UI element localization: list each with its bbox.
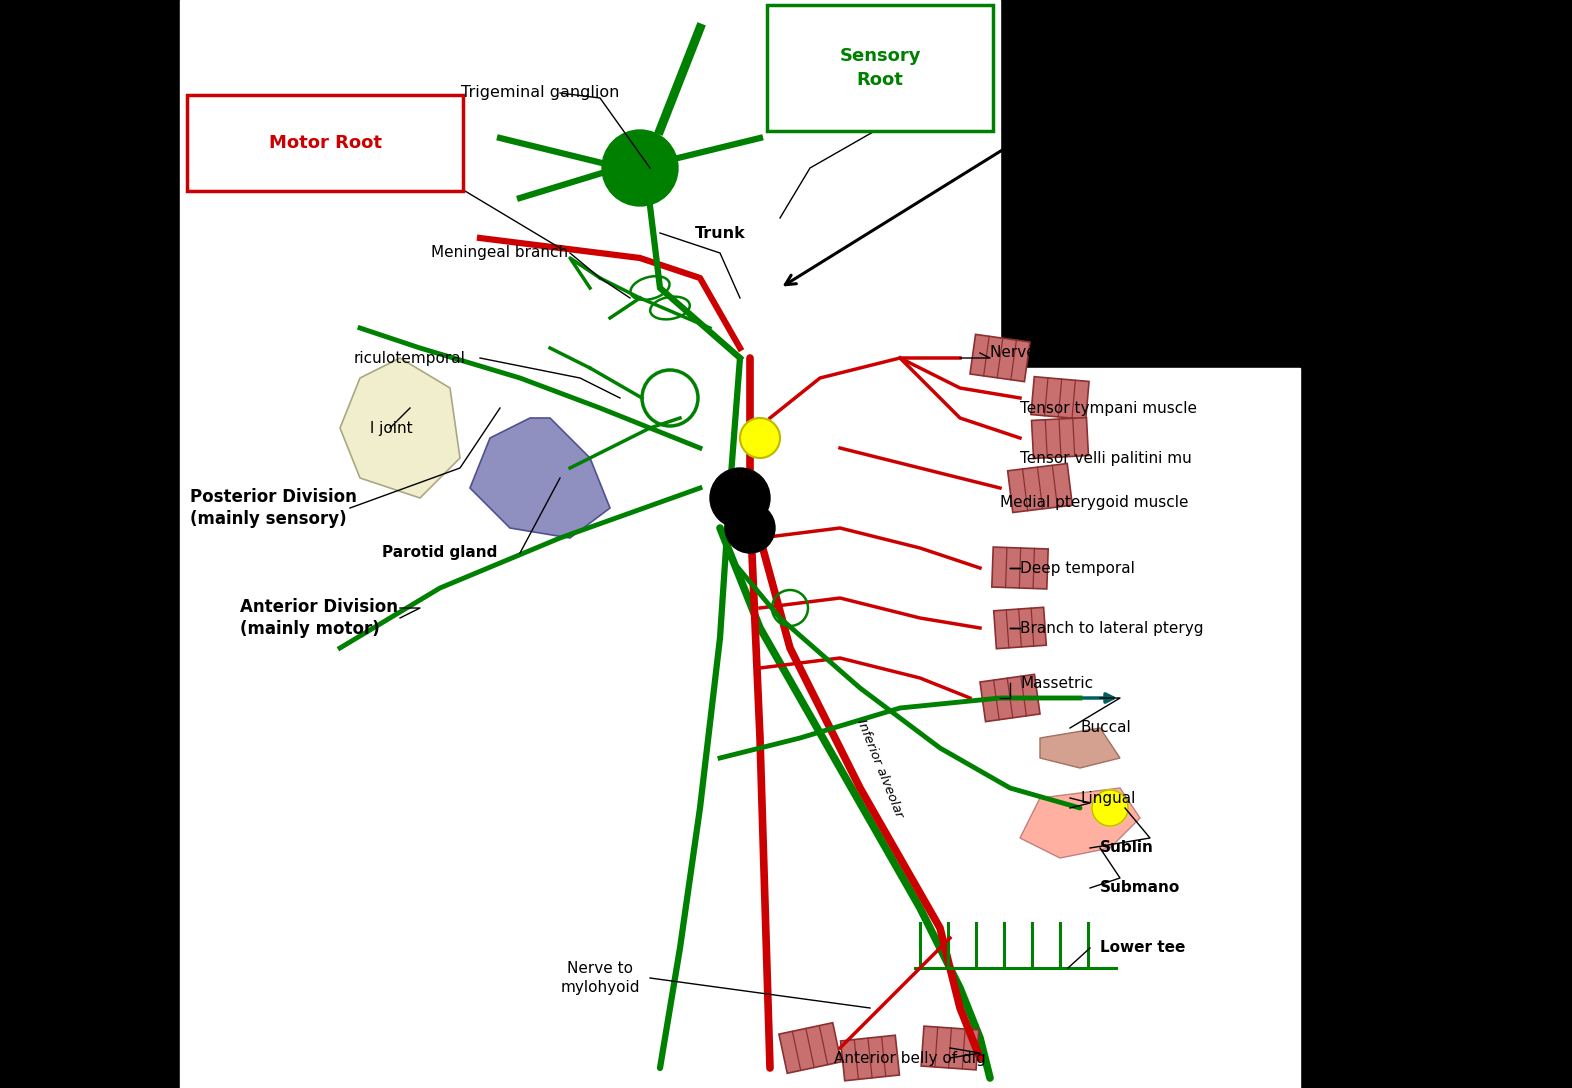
Polygon shape (1031, 376, 1089, 419)
Polygon shape (340, 358, 461, 498)
Text: Submano: Submano (1100, 880, 1181, 895)
Polygon shape (970, 334, 1030, 382)
Text: Massetric: Massetric (1020, 676, 1093, 691)
Polygon shape (470, 418, 610, 537)
Text: l joint: l joint (369, 420, 412, 435)
FancyBboxPatch shape (767, 5, 994, 131)
Text: Lingual: Lingual (1080, 791, 1135, 805)
Polygon shape (979, 675, 1041, 721)
Text: Meningeal branch: Meningeal branch (431, 246, 569, 260)
Circle shape (1093, 790, 1129, 826)
FancyBboxPatch shape (187, 95, 464, 191)
Text: Tensor velli palitini mu: Tensor velli palitini mu (1020, 450, 1192, 466)
Polygon shape (1300, 368, 1572, 1088)
Text: Lower tee: Lower tee (1100, 940, 1185, 955)
Circle shape (711, 468, 770, 528)
Text: Medial pterygoid muscle: Medial pterygoid muscle (1000, 495, 1188, 510)
Text: Buccal: Buccal (1080, 720, 1130, 735)
Polygon shape (1020, 788, 1140, 858)
Text: Nerve to medial pterygoid: Nerve to medial pterygoid (990, 346, 1192, 360)
Polygon shape (841, 1036, 899, 1080)
Polygon shape (994, 607, 1047, 648)
Text: Inferior alveolar: Inferior alveolar (854, 717, 905, 819)
Polygon shape (1031, 418, 1088, 458)
Text: Branch to lateral pteryg: Branch to lateral pteryg (1020, 620, 1204, 635)
Polygon shape (780, 1023, 841, 1073)
Text: Tensor tympani muscle: Tensor tympani muscle (1020, 400, 1196, 416)
Text: Mandibular ne: Mandibular ne (1000, 64, 1226, 92)
Text: Deep temporal: Deep temporal (1020, 560, 1135, 576)
Text: Trigeminal ganglion: Trigeminal ganglion (461, 86, 619, 100)
Text: Anterior belly of dig: Anterior belly of dig (835, 1051, 986, 1065)
Text: Motor Root: Motor Root (269, 134, 382, 152)
Text: Parotid gland: Parotid gland (382, 545, 498, 560)
Circle shape (740, 418, 780, 458)
Polygon shape (181, 0, 1300, 1088)
Polygon shape (0, 0, 181, 1088)
Text: Posterior Division
(mainly sensory): Posterior Division (mainly sensory) (190, 487, 357, 528)
Text: Anterior Division
(mainly motor): Anterior Division (mainly motor) (241, 598, 398, 638)
Text: Trunk: Trunk (695, 225, 745, 240)
Polygon shape (1008, 463, 1072, 512)
Text: riculotemporal: riculotemporal (354, 350, 465, 366)
Circle shape (602, 129, 678, 206)
Circle shape (725, 503, 775, 553)
Polygon shape (992, 547, 1049, 589)
Text: Sensory
Root: Sensory Root (839, 47, 921, 89)
Polygon shape (1041, 728, 1119, 768)
Polygon shape (921, 1026, 979, 1070)
Polygon shape (1000, 0, 1572, 368)
Text: Nerve to
mylohyoid: Nerve to mylohyoid (560, 961, 640, 994)
Text: Sublin: Sublin (1100, 841, 1154, 855)
